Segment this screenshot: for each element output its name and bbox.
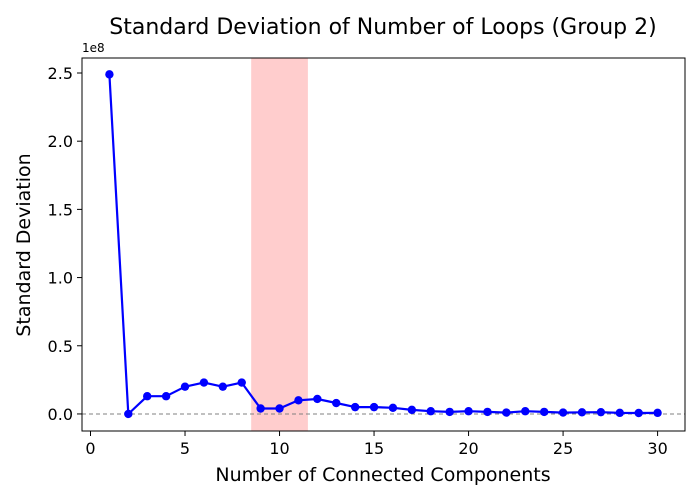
data-point xyxy=(256,404,265,413)
data-point xyxy=(237,378,246,387)
data-point xyxy=(275,404,284,413)
data-point xyxy=(558,408,568,417)
y-tick-label: 1.0 xyxy=(48,269,73,288)
data-point xyxy=(407,405,417,415)
y-tick-label: 1.5 xyxy=(48,200,73,219)
data-point xyxy=(596,407,606,417)
x-tick-label: 0 xyxy=(85,439,95,458)
x-tick-label: 5 xyxy=(180,439,190,458)
y-axis-label: Standard Deviation xyxy=(13,153,35,336)
y-tick-label: 0.5 xyxy=(48,337,73,356)
y-tick-label: 0.0 xyxy=(48,405,73,424)
chart-title: Standard Deviation of Number of Loops (G… xyxy=(109,15,656,40)
data-point xyxy=(483,407,492,417)
data-point xyxy=(445,407,454,417)
data-point xyxy=(653,408,662,418)
data-point xyxy=(143,392,152,401)
data-point xyxy=(332,398,341,408)
x-tick-label: 25 xyxy=(553,439,573,458)
x-tick-label: 15 xyxy=(364,439,384,458)
data-point xyxy=(426,407,435,416)
plot-frame xyxy=(81,57,686,432)
data-point xyxy=(521,407,530,416)
data-point xyxy=(388,403,398,413)
y-tick-label: 2.0 xyxy=(48,132,73,151)
data-point xyxy=(615,408,624,418)
x-axis-label: Number of Connected Components xyxy=(215,464,550,486)
data-point xyxy=(369,402,379,412)
data-point xyxy=(105,70,114,79)
data-point xyxy=(294,396,303,405)
y-axis-offset-label: 1e8 xyxy=(82,41,105,55)
data-point xyxy=(124,409,133,419)
data-point xyxy=(464,407,473,416)
data-point xyxy=(577,408,587,417)
y-tick-label: 2.5 xyxy=(48,64,73,83)
data-point xyxy=(218,382,228,391)
data-point xyxy=(634,408,643,418)
x-tick-label: 10 xyxy=(269,439,289,458)
x-tick-label: 20 xyxy=(458,439,478,458)
data-point xyxy=(350,402,360,412)
data-point xyxy=(199,378,209,387)
series-line xyxy=(108,74,658,416)
data-point xyxy=(313,394,322,404)
data-point xyxy=(161,392,171,401)
data-point xyxy=(539,407,549,417)
x-tick-label: 30 xyxy=(647,439,667,458)
highlight-span xyxy=(251,58,308,431)
data-point xyxy=(502,408,511,417)
data-point xyxy=(180,382,190,391)
